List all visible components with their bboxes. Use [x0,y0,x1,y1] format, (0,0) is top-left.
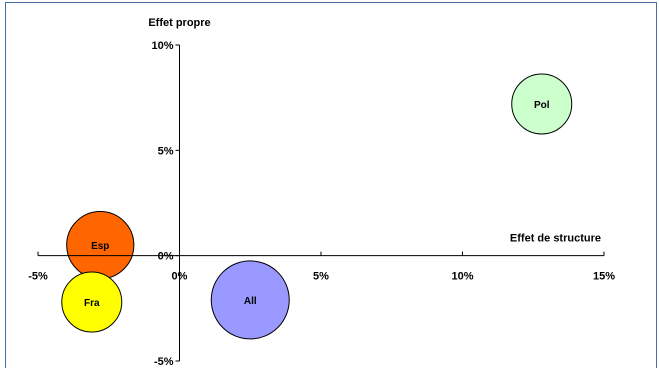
bubble-label-all: All [244,296,257,307]
y-tick-label: 10% [151,40,173,52]
bubble-all [210,260,290,340]
y-tick-label: -5% [154,356,174,367]
x-tick-label: 0% [172,271,188,283]
x-tick-label: 10% [451,271,473,283]
x-tick-label: -5% [28,271,48,283]
x-axis-title: Effet de structure [510,233,601,245]
x-tick-label: 15% [593,271,615,283]
bubble-label-layer: Pol Esp Fra All [84,100,550,309]
x-tick-label: 5% [313,271,329,283]
bubble-pol [511,73,573,135]
y-axis-title: Effet propre [148,17,210,29]
y-tick-label: 5% [158,145,174,157]
tick-layer: -5% 0% 5% 10% 15% -5% 0% 5% 10% [28,40,615,367]
bubble-label-esp: Esp [91,241,109,252]
bubble-layer [61,73,573,340]
bubble-fra [61,271,123,333]
y-tick-label: 0% [158,251,174,263]
bubble-label-pol: Pol [534,100,550,111]
bubble-label-fra: Fra [84,298,100,309]
